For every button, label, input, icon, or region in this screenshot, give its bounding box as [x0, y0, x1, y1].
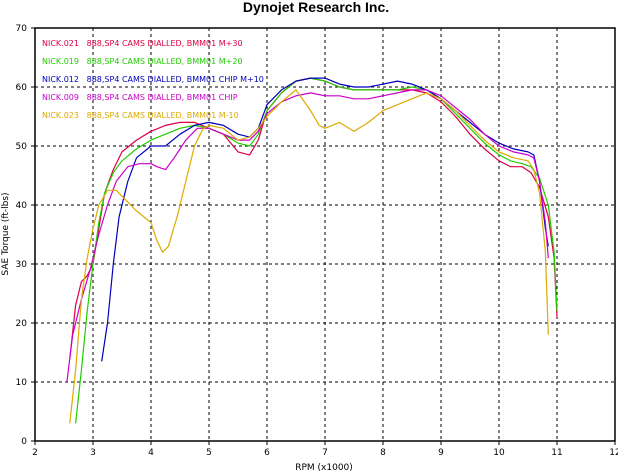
x-tick-label: 5 [206, 448, 212, 458]
x-tick-label: 8 [380, 448, 386, 458]
x-tick-label: 3 [90, 448, 96, 458]
series-line-1 [69, 77, 558, 359]
series-lines [66, 77, 558, 424]
legend: NICK.021 888,SP4 CAMS DIALLED, BMM01 M+3… [42, 39, 264, 120]
y-tick-label: 30 [16, 260, 28, 270]
y-tick-label: 60 [16, 83, 28, 93]
x-tick-label: 12 [609, 448, 618, 458]
legend-entry-5: NICK.023 888,SP4 CAMS DIALLED, BMM01 M-1… [42, 111, 239, 120]
series-line-2 [75, 77, 558, 424]
x-axis-label: RPM (x1000) [295, 463, 353, 473]
legend-entry-4: NICK.009 888,SP4 CAMS DIALLED, BMM01 CHI… [42, 93, 238, 102]
series-line-5 [69, 89, 549, 424]
y-tick-label: 20 [16, 319, 28, 329]
x-tick-label: 6 [264, 448, 270, 458]
x-tick-label: 11 [551, 448, 562, 458]
y-tick-label: 70 [16, 24, 28, 34]
y-tick-label: 50 [16, 142, 28, 152]
y-tick-label: 10 [16, 378, 28, 388]
x-tick-label: 2 [32, 448, 38, 458]
x-tick-label: 7 [322, 448, 328, 458]
y-tick-label: 40 [16, 201, 28, 211]
chart-title: Dynojet Research Inc. [243, 0, 389, 15]
x-tick-label: 9 [438, 448, 444, 458]
x-tick-label: 4 [148, 448, 154, 458]
legend-entry-3: NICK.012 888,SP4 CAMS DIALLED, BMM01 CHI… [42, 75, 264, 84]
grid-lines [35, 28, 615, 441]
y-axis-label: SAE Torque (ft-lbs) [1, 192, 11, 275]
legend-entry-2: NICK.019 888,SP4 CAMS DIALLED, BMM01 M+2… [42, 57, 243, 66]
x-tick-label: 10 [493, 448, 505, 458]
series-line-3 [101, 77, 549, 362]
y-tick-label: 0 [21, 437, 27, 447]
axis-ticks: 2 3 4 5 6 7 8 9 10 11 12 0 10 20 30 40 50 60 70 [16, 24, 618, 458]
legend-entry-1: NICK.021 888,SP4 CAMS DIALLED, BMM01 M+3… [42, 39, 243, 48]
